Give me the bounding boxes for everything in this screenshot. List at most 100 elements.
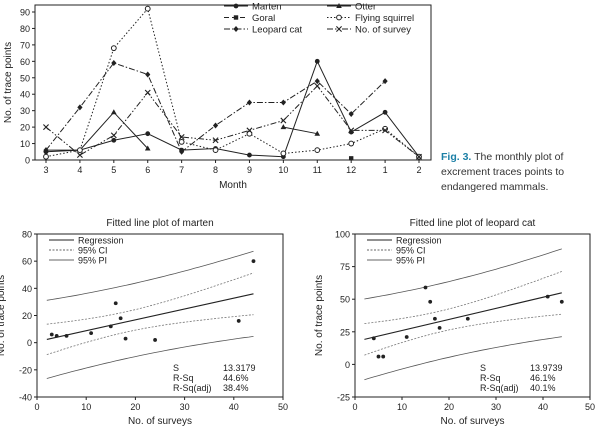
y-tick-label: 80 xyxy=(22,230,32,240)
fitted-plot-frame-2 xyxy=(354,233,591,398)
scatter-point xyxy=(423,285,428,290)
data-point xyxy=(111,137,117,143)
stat-label: R-Sq(adj) xyxy=(480,383,519,393)
data-point xyxy=(178,139,185,145)
data-point xyxy=(314,147,321,154)
x-axis-label: No. of surveys xyxy=(128,416,192,427)
x-tick-label: 20 xyxy=(444,402,454,412)
scatter-point xyxy=(465,316,470,321)
data-point xyxy=(212,147,219,154)
data-point xyxy=(212,137,219,144)
data-point xyxy=(178,133,185,140)
y-tick-label: 25 xyxy=(340,327,350,337)
y-tick-label: 10 xyxy=(20,139,30,149)
scatter-point xyxy=(371,336,376,341)
scatter-point xyxy=(153,338,157,342)
data-point xyxy=(43,153,49,160)
y-tick-label: 30 xyxy=(20,106,30,116)
x-tick-label: 8 xyxy=(213,165,218,175)
x-tick-label: 11 xyxy=(313,165,322,175)
data-point xyxy=(77,147,83,154)
data-point xyxy=(247,152,252,158)
scatter-point xyxy=(404,335,409,339)
data-point xyxy=(111,109,117,115)
stat-value: 13.9739 xyxy=(530,363,563,373)
regression-line xyxy=(46,293,254,340)
x-tick-label: 30 xyxy=(180,402,190,412)
x-tick-label: 20 xyxy=(130,402,140,412)
y-tick-label: 100 xyxy=(335,230,350,240)
stat-label: S xyxy=(480,363,486,373)
stat-value: 13.3179 xyxy=(223,363,256,373)
y-tick-label: -40 xyxy=(19,393,32,403)
legend-label: Regression xyxy=(396,236,442,246)
y-axis-label: No. of trace points xyxy=(3,42,14,123)
stat-label: S xyxy=(173,363,179,373)
figure-label: Fig. 3. xyxy=(441,151,472,163)
legend-label: 95% CI xyxy=(396,246,426,256)
series-line-1 xyxy=(283,126,318,135)
data-point xyxy=(382,127,389,134)
data-point xyxy=(382,78,388,85)
figure-caption: Fig. 3. The monthly plot of excrement tr… xyxy=(441,150,597,195)
y-tick-label: 20 xyxy=(22,311,32,321)
scatter-point xyxy=(236,319,241,323)
y-tick-label: 80 xyxy=(20,24,30,34)
scatter-point xyxy=(437,325,442,330)
scatter-point xyxy=(376,354,381,359)
data-point xyxy=(144,5,151,12)
series-line-0 xyxy=(45,60,420,158)
scatter-point xyxy=(559,299,564,304)
legend-label: Leopard cat xyxy=(252,25,303,36)
line-plot-frame xyxy=(34,4,432,161)
data-point xyxy=(110,45,117,52)
data-point xyxy=(212,122,219,129)
scatter-point xyxy=(433,316,437,321)
data-point xyxy=(382,109,388,115)
x-tick-label: 5 xyxy=(111,165,116,175)
x-tick-label: 6 xyxy=(145,165,150,175)
figure-caption-text: The monthly plot of excrement traces poi… xyxy=(441,151,565,193)
scatter-point xyxy=(123,336,128,341)
data-point xyxy=(246,127,253,134)
pi-band-line xyxy=(364,248,562,300)
x-tick-label: 40 xyxy=(229,402,239,412)
legend-label: 95% PI xyxy=(396,256,425,266)
y-tick-label: 90 xyxy=(20,8,30,18)
y-axis-label: No. of trace points xyxy=(0,275,7,356)
data-point xyxy=(280,150,287,157)
data-point xyxy=(43,147,49,154)
x-tick-label: 4 xyxy=(77,165,82,175)
legend-label: Flying squirrel xyxy=(355,13,414,24)
legend-marker xyxy=(233,3,239,9)
series-line-1 xyxy=(46,111,149,151)
legend-marker xyxy=(233,15,239,20)
data-point xyxy=(280,124,287,130)
y-tick-label: 60 xyxy=(20,57,30,67)
y-tick-label: 40 xyxy=(20,90,30,100)
y-tick-label: -25 xyxy=(337,393,350,403)
scatter-point xyxy=(118,316,123,321)
data-point xyxy=(179,148,185,155)
scatter-point xyxy=(108,324,113,329)
legend-marker xyxy=(233,26,239,32)
data-point xyxy=(76,152,83,159)
data-point xyxy=(314,78,320,85)
y-axis-label: No. of trace points xyxy=(314,275,325,356)
series-line-3 xyxy=(45,7,420,158)
legend-marker xyxy=(336,14,342,21)
data-point xyxy=(280,117,287,124)
stat-value: 38.4% xyxy=(223,383,249,393)
x-tick-label: 1 xyxy=(383,165,388,175)
data-point xyxy=(314,83,321,89)
y-tick-label: -20 xyxy=(19,365,32,375)
y-tick-label: 0 xyxy=(345,360,350,370)
legend-label: Goral xyxy=(252,13,275,24)
x-tick-label: 9 xyxy=(247,165,252,175)
stat-value: 46.1% xyxy=(530,373,556,383)
scatter-point xyxy=(251,259,256,264)
legend-label: No. of survey xyxy=(355,25,411,36)
stat-label: R-Sq xyxy=(480,373,501,383)
scatter-point xyxy=(113,301,118,306)
ci-band-line xyxy=(46,272,254,325)
